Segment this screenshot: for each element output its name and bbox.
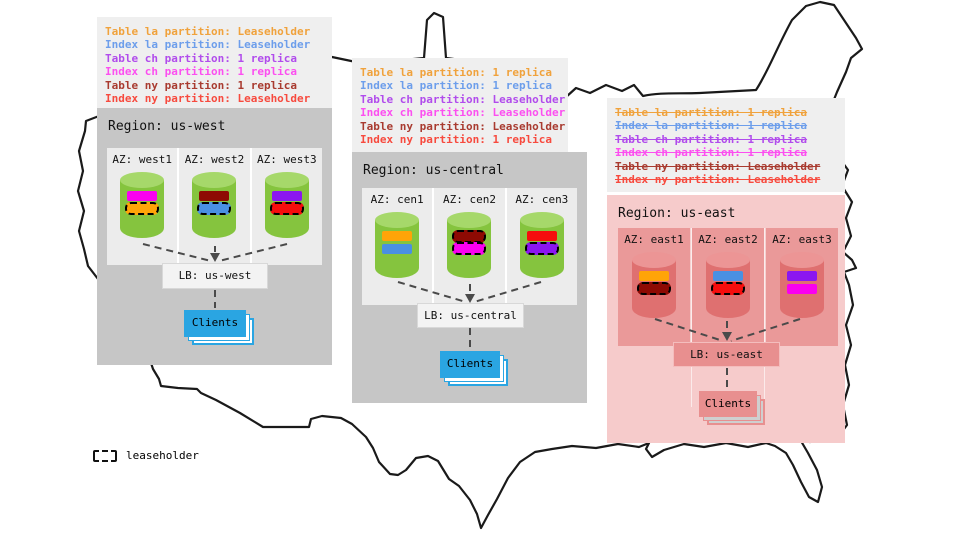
partition-bar bbox=[382, 244, 413, 254]
az-label: AZ: west2 bbox=[184, 153, 245, 166]
db-node bbox=[632, 252, 676, 318]
clients-us-east: Clients bbox=[699, 391, 757, 417]
legend-line: Table la partition: 1 replica bbox=[615, 106, 808, 119]
legend-line: Table ny partition: Leaseholder bbox=[615, 159, 821, 173]
partition-bar bbox=[711, 282, 745, 295]
partition-bar bbox=[524, 242, 559, 255]
region-panel-us-east: Region: us-east AZ: east1 AZ: east2 bbox=[607, 195, 845, 443]
db-node bbox=[264, 172, 309, 238]
az-container-us-east: AZ: east1 AZ: east2 AZ: east3 bbox=[618, 228, 838, 346]
legend-line: Index ny partition: 1 replica bbox=[360, 133, 553, 147]
partition-legend-us-central: Table la partition: 1 replica Index la p… bbox=[352, 58, 568, 152]
legend-line: Table ny partition: 1 replica bbox=[105, 78, 298, 92]
partition-bar bbox=[452, 242, 487, 255]
partition-bar bbox=[269, 202, 304, 215]
legend-line: Table la partition: Leaseholder bbox=[105, 25, 311, 38]
db-node bbox=[519, 212, 564, 278]
region-title: Region: us-west bbox=[108, 119, 226, 134]
legend-line: Index la partition: 1 replica bbox=[360, 79, 553, 93]
region-title: Region: us-central bbox=[363, 163, 504, 178]
az-label: AZ: west1 bbox=[112, 153, 172, 166]
legend-line: Table ny partition: Leaseholder bbox=[360, 119, 566, 133]
db-cylinder-top bbox=[192, 172, 237, 188]
partition-bar bbox=[787, 271, 817, 281]
az-west1: AZ: west1 bbox=[107, 148, 177, 265]
db-cylinder-top bbox=[780, 252, 824, 268]
region-panel-us-central: Region: us-central AZ: cen1 AZ: cen2 bbox=[352, 152, 587, 403]
az-label: AZ: east2 bbox=[698, 233, 758, 246]
partition-bar bbox=[637, 282, 671, 295]
legend-line: Index la partition: 1 replica bbox=[615, 119, 808, 133]
az-separator-extended bbox=[764, 228, 765, 407]
partition-legend-us-west: Table la partition: Leaseholder Index la… bbox=[97, 17, 332, 108]
legend-line: Index ch partition: 1 replica bbox=[105, 65, 298, 79]
legend-line: Index ch partition: 1 replica bbox=[615, 146, 808, 160]
legend-line: Table ch partition: Leaseholder bbox=[360, 92, 566, 106]
db-cylinder-top bbox=[706, 252, 750, 268]
partition-bar bbox=[199, 191, 230, 201]
az-label: AZ: east3 bbox=[772, 233, 832, 246]
partition-bar bbox=[382, 231, 413, 241]
az-west2: AZ: west2 bbox=[177, 148, 249, 265]
db-node bbox=[780, 252, 824, 318]
partition-bar bbox=[639, 271, 669, 281]
az-east1: AZ: east1 bbox=[618, 228, 690, 346]
partition-bar bbox=[787, 284, 817, 294]
az-label: AZ: cen2 bbox=[443, 193, 496, 206]
az-container-us-west: AZ: west1 AZ: west2 AZ: west3 bbox=[107, 148, 322, 265]
partition-bar bbox=[125, 202, 160, 215]
db-node bbox=[192, 172, 237, 238]
legend-line: Index ch partition: Leaseholder bbox=[360, 106, 566, 120]
legend-line: Table ch partition: 1 replica bbox=[105, 51, 298, 65]
legend-line: Index la partition: Leaseholder bbox=[105, 38, 311, 52]
db-cylinder-top bbox=[519, 212, 564, 228]
partition-bar bbox=[526, 231, 557, 241]
db-node bbox=[447, 212, 492, 278]
legend-line: Index ny partition: Leaseholder bbox=[105, 92, 311, 106]
clients-us-west: Clients bbox=[184, 310, 246, 337]
partition-bar bbox=[127, 191, 158, 201]
db-node bbox=[706, 252, 750, 318]
db-cylinder-top bbox=[632, 252, 676, 268]
az-cen1: AZ: cen1 bbox=[362, 188, 432, 305]
az-separator-extended bbox=[691, 228, 692, 407]
az-east2: AZ: east2 bbox=[690, 228, 764, 346]
leaseholder-key: leaseholder bbox=[93, 449, 199, 462]
region-title: Region: us-east bbox=[618, 206, 736, 221]
db-cylinder-top bbox=[264, 172, 309, 188]
az-container-us-central: AZ: cen1 AZ: cen2 AZ: cen3 bbox=[362, 188, 577, 305]
clients-us-central: Clients bbox=[440, 351, 500, 378]
leaseholder-key-label: leaseholder bbox=[126, 449, 199, 462]
az-west3: AZ: west3 bbox=[249, 148, 322, 265]
db-cylinder-top bbox=[120, 172, 165, 188]
partition-bar bbox=[197, 202, 232, 215]
load-balancer-us-central: LB: us-central bbox=[417, 303, 524, 328]
az-label: AZ: west3 bbox=[257, 153, 317, 166]
az-cen2: AZ: cen2 bbox=[432, 188, 504, 305]
load-balancer-us-west: LB: us-west bbox=[162, 263, 268, 289]
legend-line: Index ny partition: Leaseholder bbox=[615, 173, 821, 187]
az-east3: AZ: east3 bbox=[764, 228, 838, 346]
region-panel-us-west: Region: us-west AZ: west1 AZ: west2 bbox=[97, 108, 332, 365]
partition-legend-us-east: Table la partition: 1 replica Index la p… bbox=[607, 98, 845, 192]
db-node bbox=[120, 172, 165, 238]
legend-line: Table la partition: 1 replica bbox=[360, 66, 553, 79]
load-balancer-us-east: LB: us-east bbox=[673, 342, 780, 367]
legend-line: Table ch partition: 1 replica bbox=[615, 132, 808, 146]
leaseholder-swatch-icon bbox=[93, 449, 117, 462]
partition-bar bbox=[713, 271, 743, 281]
az-label: AZ: cen1 bbox=[370, 193, 424, 206]
az-cen3: AZ: cen3 bbox=[504, 188, 577, 305]
az-label: AZ: cen3 bbox=[515, 193, 569, 206]
db-cylinder-top bbox=[375, 212, 420, 228]
partition-bar bbox=[271, 191, 302, 201]
az-label: AZ: east1 bbox=[624, 233, 684, 246]
db-node bbox=[375, 212, 420, 278]
db-cylinder-top bbox=[447, 212, 492, 228]
